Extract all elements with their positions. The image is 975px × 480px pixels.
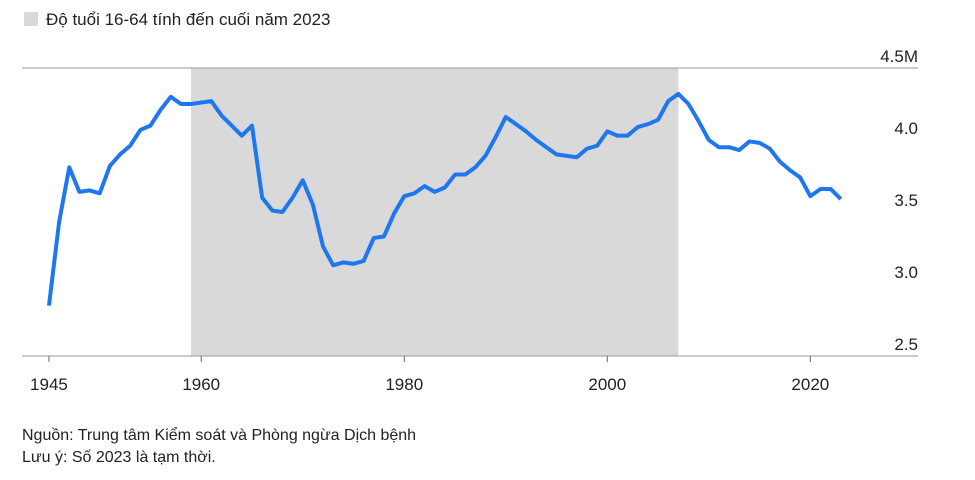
x-tick-label: 1960: [182, 375, 220, 394]
y-tick-label: 3.0: [894, 263, 918, 282]
x-tick-label: 2000: [588, 375, 626, 394]
legend-label: Độ tuổi 16-64 tính đến cuối năm 2023: [46, 10, 330, 29]
x-tick-label: 2020: [791, 375, 829, 394]
x-tick-label: 1980: [385, 375, 423, 394]
note: Lưu ý: Số 2023 là tạm thời.: [22, 449, 216, 466]
y-tick-label: 4.5M: [880, 47, 918, 66]
legend-swatch: [24, 12, 38, 26]
source: Nguồn: Trung tâm Kiểm soát và Phòng ngừa…: [22, 426, 416, 444]
shaded-range: [191, 68, 679, 356]
y-tick-label: 4.0: [894, 119, 918, 138]
x-tick-label: 1945: [30, 375, 68, 394]
y-tick-label: 3.5: [894, 191, 918, 210]
line: [46, 91, 843, 306]
y-tick-label: 2.5: [894, 335, 918, 354]
